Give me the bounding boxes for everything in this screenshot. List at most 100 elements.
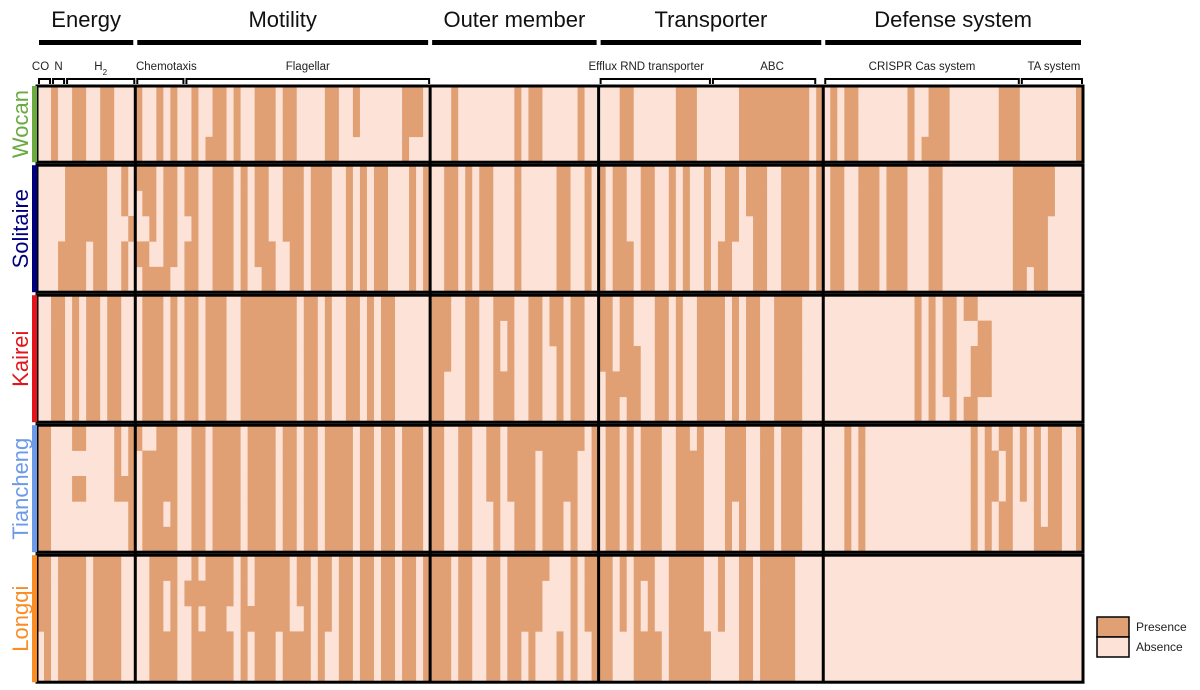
heatmap-cell-presence <box>1047 476 1062 502</box>
heatmap-cell-presence <box>570 295 585 321</box>
heatmap-cell-presence <box>507 656 522 683</box>
heatmap-cell-presence <box>556 266 571 293</box>
heatmap-cell-presence <box>121 241 129 268</box>
heatmap-cell-presence <box>668 606 704 632</box>
heatmap-cell-presence <box>402 501 424 528</box>
heatmap-cell-presence <box>142 320 164 347</box>
heatmap-cell-presence <box>282 476 297 502</box>
heatmap-cell-presence <box>310 216 332 242</box>
heatmap-cell-presence <box>584 241 592 268</box>
heatmap-cell-presence <box>212 190 234 217</box>
heatmap-cell-presence <box>928 241 943 268</box>
heatmap-cell-presence <box>465 320 480 347</box>
heatmap-cell-presence <box>739 86 810 112</box>
heatmap-cell-presence <box>668 631 711 658</box>
heatmap-cell-presence <box>1033 425 1041 451</box>
category-label: Energy <box>51 7 121 32</box>
heatmap-cell-presence <box>409 216 417 242</box>
heatmap-cell-presence <box>528 86 543 112</box>
heatmap-cell-presence <box>605 396 620 423</box>
heatmap-cell-presence <box>156 111 164 138</box>
heatmap-cell-presence <box>577 86 585 112</box>
heatmap-cell-presence <box>72 346 80 372</box>
heatmap-cell-presence <box>282 136 297 163</box>
heatmap-cell-presence <box>675 320 683 347</box>
heatmap-cell-presence <box>514 501 536 528</box>
heatmap-cell-presence <box>739 526 747 553</box>
heatmap-cell-presence <box>51 320 66 347</box>
heatmap-cell-presence <box>928 371 936 398</box>
heatmap-cell-presence <box>703 165 711 191</box>
heatmap-cell-presence <box>914 346 922 372</box>
heatmap-cell-presence <box>1005 450 1013 477</box>
heatmap-cell-presence <box>479 190 494 217</box>
heatmap-cell-presence <box>640 216 655 242</box>
heatmap-cell-presence <box>633 580 641 607</box>
heatmap-cell-presence <box>760 501 775 528</box>
heatmap-cell-presence <box>682 165 690 191</box>
heatmap-cell-presence <box>844 425 852 451</box>
heatmap-cell-presence <box>303 320 318 347</box>
heatmap-cell-presence <box>844 86 859 112</box>
heatmap-cell-presence <box>240 606 290 632</box>
heatmap-cell-presence <box>58 631 87 658</box>
heatmap-cell-presence <box>191 606 199 632</box>
heatmap-cell-presence <box>402 425 424 451</box>
heatmap-cell-presence <box>570 606 578 632</box>
heatmap-cell-presence <box>149 606 164 632</box>
heatmap-cell-presence <box>570 371 585 398</box>
heatmap-cell-presence <box>556 346 564 372</box>
heatmap-cell-presence <box>668 555 704 581</box>
heatmap-cell-presence <box>514 165 522 191</box>
heatmap-cell-presence <box>781 216 810 242</box>
site-label-wocan: Wocan <box>8 90 33 158</box>
legend-label-absence: Absence <box>1136 640 1183 654</box>
subcategory-label: Efflux RND transporter <box>588 61 704 73</box>
heatmap-cell-presence <box>37 450 52 477</box>
heatmap-cell-presence <box>528 136 543 163</box>
heatmap-cell-presence <box>633 656 662 683</box>
heatmap-cell-presence <box>598 216 606 242</box>
heatmap-cell-presence <box>1012 266 1027 293</box>
heatmap-cell-presence <box>205 295 227 321</box>
heatmap-cell-presence <box>303 526 318 553</box>
heatmap-cell-presence <box>668 656 711 683</box>
heatmap-cell-presence <box>114 476 136 502</box>
heatmap-cell-presence <box>675 450 704 477</box>
heatmap-cell-presence <box>984 476 999 502</box>
heatmap-cell-presence <box>528 295 543 321</box>
heatmap-cell-presence <box>107 295 122 321</box>
heatmap-cell-presence <box>605 425 620 451</box>
heatmap-cell-presence <box>1075 111 1083 138</box>
heatmap-cell-presence <box>556 241 571 268</box>
heatmap-cell-presence <box>781 266 810 293</box>
heatmap-cell-presence <box>37 555 52 581</box>
heatmap-cell-presence <box>1012 165 1055 191</box>
heatmap-cell-presence <box>409 266 417 293</box>
heatmap-cell-presence <box>928 111 950 138</box>
heatmap-cell-presence <box>816 216 824 242</box>
heatmap-cell-presence <box>753 241 768 268</box>
heatmap-cell-presence <box>86 396 101 423</box>
heatmap-cell-presence <box>170 396 178 423</box>
heatmap-cell-presence <box>191 425 206 451</box>
heatmap-cell-presence <box>830 190 845 217</box>
heatmap-cell-presence <box>612 241 634 268</box>
heatmap-cell-presence <box>619 86 634 112</box>
heatmap-cell-presence <box>303 450 318 477</box>
heatmap-cell-presence <box>703 190 711 217</box>
site-label-tiancheng: Tiancheng <box>8 438 33 540</box>
heatmap-cell-presence <box>556 656 564 683</box>
heatmap-cell-presence <box>984 425 992 451</box>
heatmap-cell-presence <box>430 526 445 553</box>
heatmap-cell-presence <box>149 656 178 683</box>
heatmap-cell-presence <box>514 526 536 553</box>
heatmap-cell-presence <box>240 580 248 607</box>
heatmap-cell-presence <box>739 136 810 163</box>
heatmap-cell-presence <box>423 165 431 191</box>
heatmap-cell-presence <box>465 266 473 293</box>
heatmap-cell-presence <box>44 631 52 658</box>
heatmap-cell-presence <box>170 501 178 528</box>
heatmap-cell-presence <box>746 295 761 321</box>
heatmap-cell-presence <box>184 396 199 423</box>
